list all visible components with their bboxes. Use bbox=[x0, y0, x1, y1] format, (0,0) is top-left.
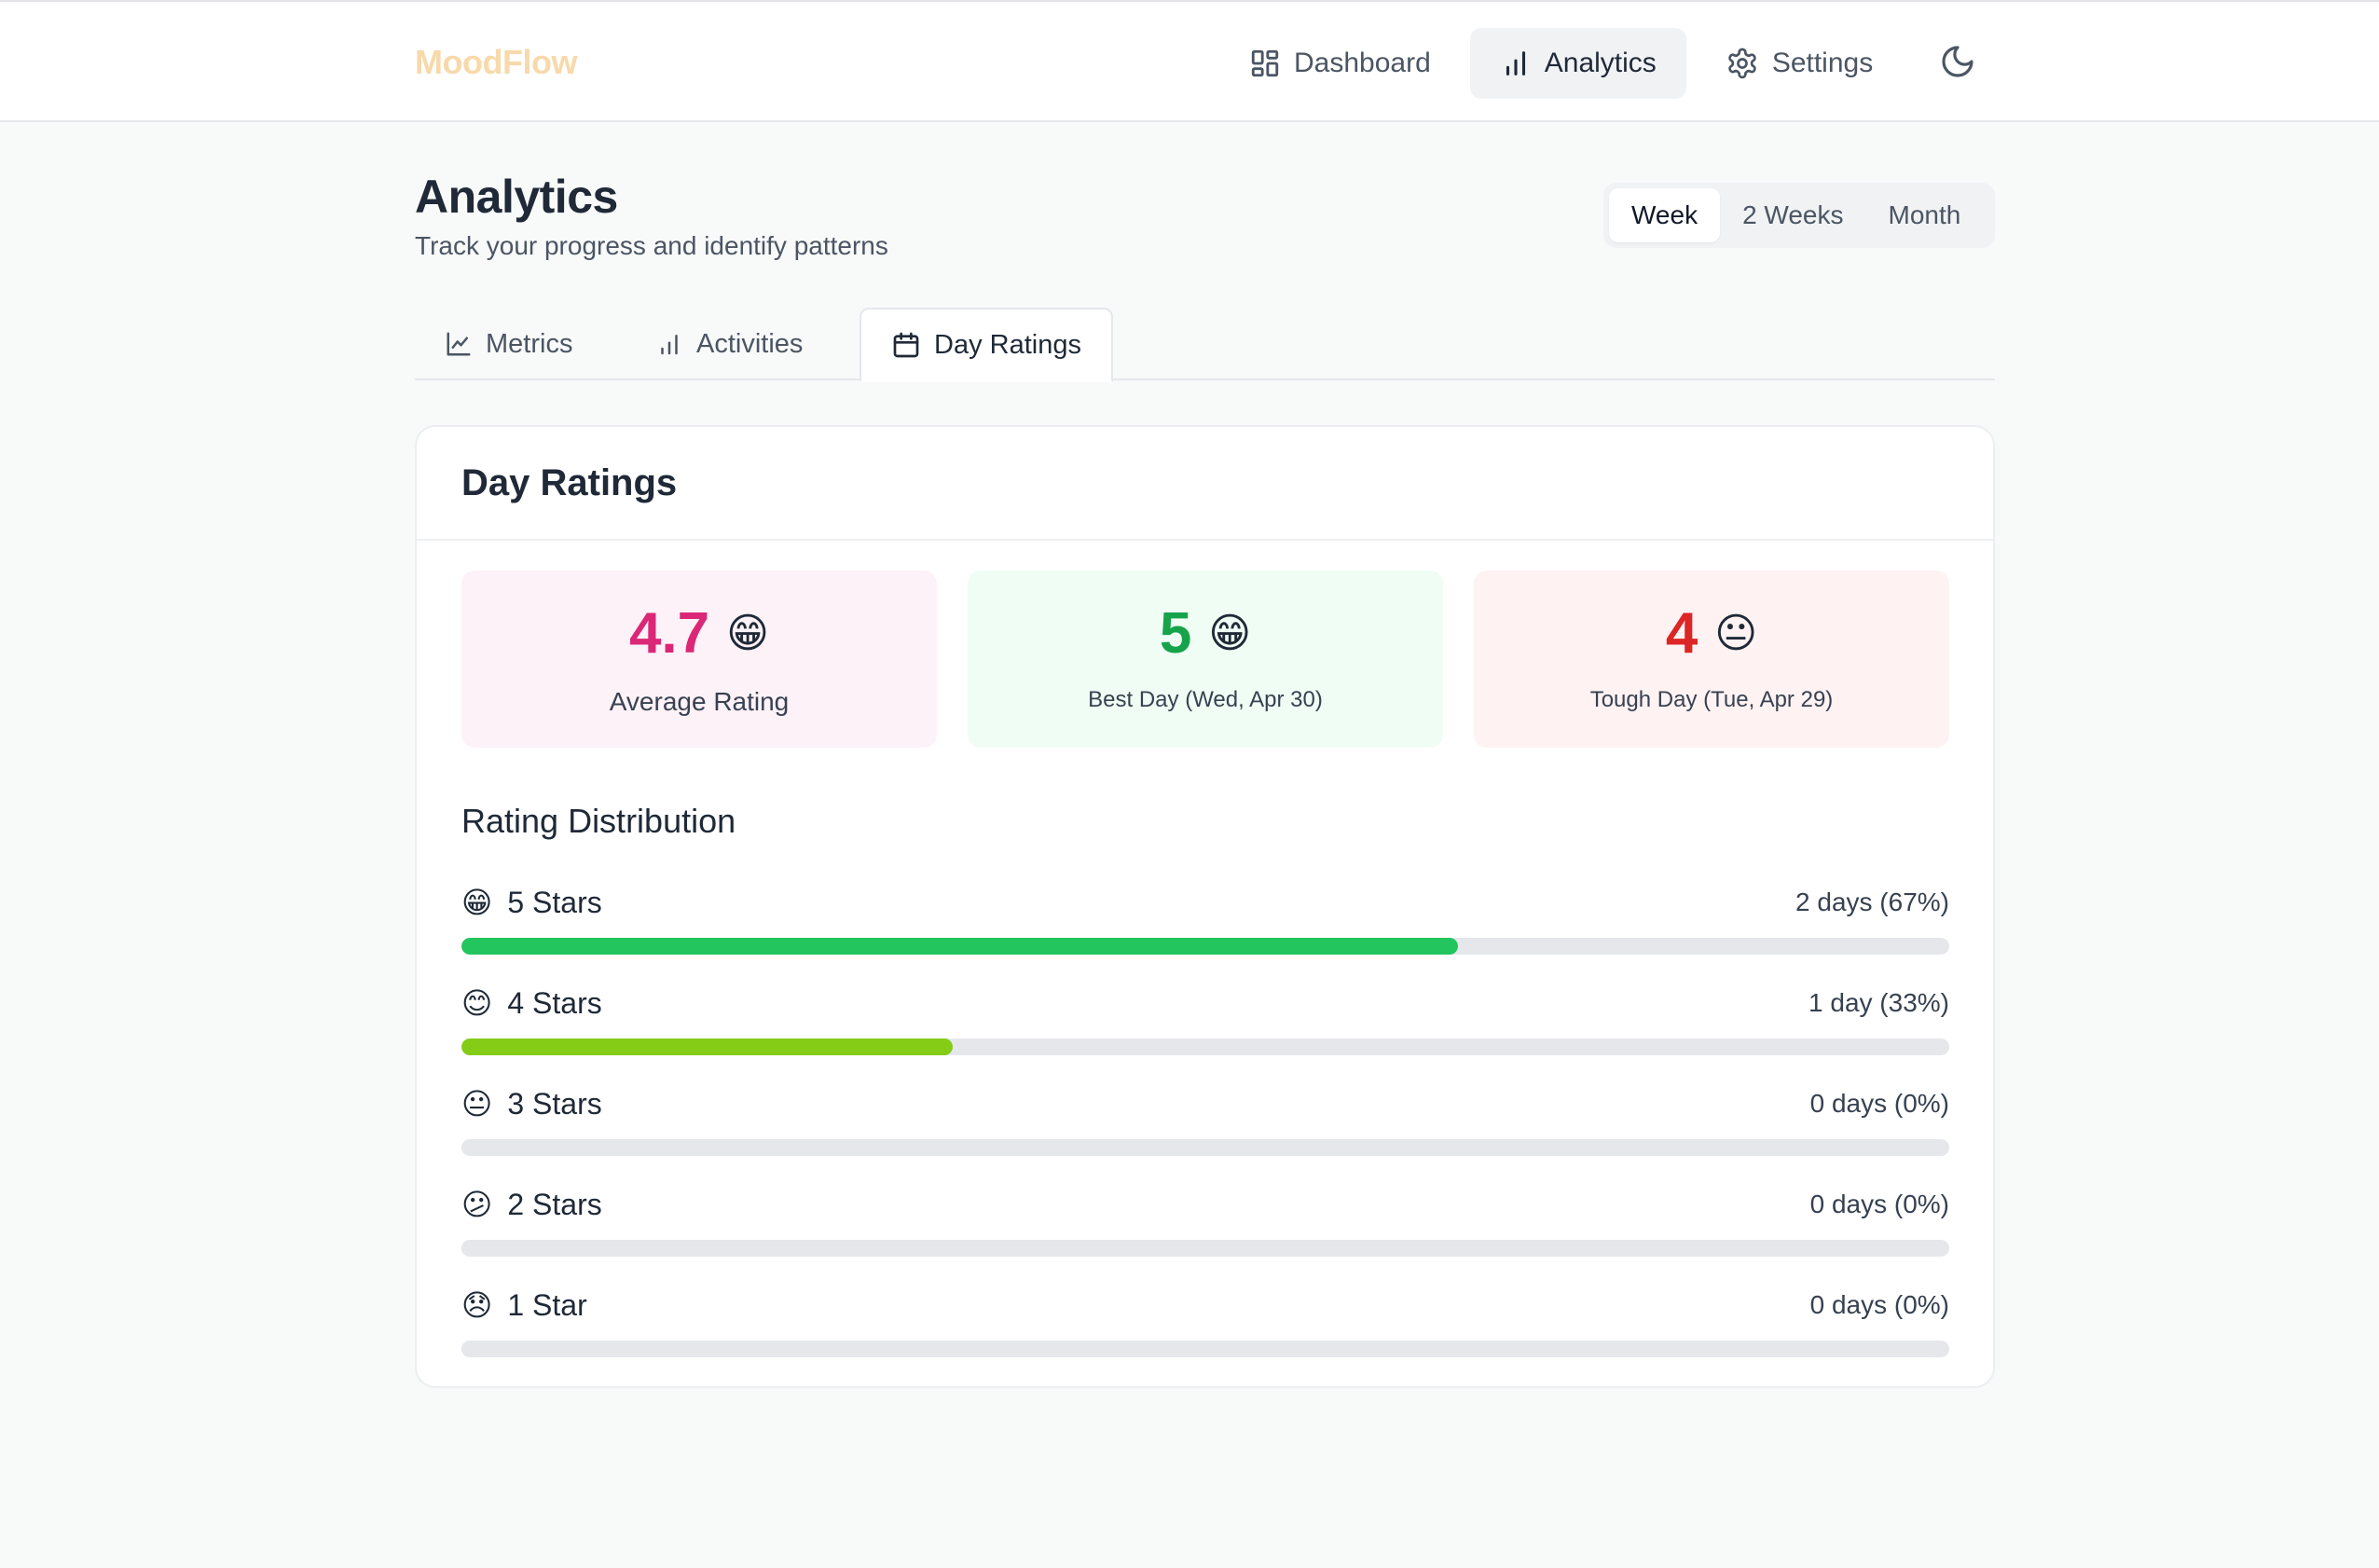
distribution-bar-fill bbox=[461, 938, 1459, 955]
nav-dashboard[interactable]: Dashboard bbox=[1219, 28, 1461, 99]
theme-toggle-button[interactable] bbox=[1939, 43, 1976, 85]
distribution-label: 3 Stars bbox=[507, 1086, 602, 1121]
distribution-count: 0 days (0%) bbox=[1809, 1089, 1949, 1118]
range-2weeks-button[interactable]: 2 Weeks bbox=[1742, 200, 1844, 229]
nav-dashboard-label: Dashboard bbox=[1294, 48, 1431, 78]
distribution-row-1-star: 😞 1 Star 0 days (0%) bbox=[461, 1286, 1949, 1370]
distribution-label: 2 Stars bbox=[507, 1187, 602, 1221]
bar-chart-icon bbox=[661, 335, 678, 355]
confused-emoji-icon: 😕 bbox=[461, 1188, 493, 1221]
distribution-bar-track bbox=[461, 1341, 1949, 1357]
tough-day-value: 4 bbox=[1665, 601, 1698, 666]
average-rating-value: 4.7 bbox=[628, 601, 710, 666]
nav-analytics-label: Analytics bbox=[1544, 48, 1657, 78]
grin-emoji-icon: 😁 bbox=[1208, 611, 1252, 656]
grin-emoji-icon: 😁 bbox=[726, 611, 770, 656]
distribution-label: 1 Star bbox=[507, 1287, 587, 1322]
distribution-row-3-stars: 😐 3 Stars 0 days (0%) bbox=[461, 1085, 1949, 1169]
analytics-tabs: Metrics Activities Day Ratings bbox=[415, 308, 1995, 382]
top-navbar: MoodFlow Dashboard Analytics Settings bbox=[0, 0, 2379, 122]
distribution-label: 4 Stars bbox=[507, 985, 602, 1020]
dashboard-icon bbox=[1251, 49, 1279, 77]
distribution-count: 2 days (67%) bbox=[1795, 887, 1949, 916]
page-title: Analytics bbox=[415, 171, 618, 223]
page-subtitle: Track your progress and identify pattern… bbox=[415, 231, 888, 260]
time-range-toggle: Week 2 Weeks Month bbox=[1603, 183, 1995, 248]
smile-emoji-icon: 😊 bbox=[461, 986, 493, 1020]
best-day-stat: 5 😁 Best Day (Wed, Apr 30) bbox=[968, 571, 1443, 748]
average-rating-stat: 4.7 😁 Average Rating bbox=[461, 571, 937, 748]
distribution-row-5-stars: 😁 5 Stars 2 days (67%) bbox=[461, 884, 1949, 968]
distribution-count: 0 days (0%) bbox=[1809, 1190, 1949, 1218]
distribution-bar-track bbox=[461, 1139, 1949, 1156]
distribution-bar-fill bbox=[461, 1038, 953, 1055]
distribution-bar-track bbox=[461, 1240, 1949, 1257]
distribution-label: 5 Stars bbox=[507, 885, 602, 919]
tab-metrics[interactable]: Metrics bbox=[445, 308, 572, 380]
app-logo[interactable]: MoodFlow bbox=[415, 43, 577, 81]
nav-settings-label: Settings bbox=[1771, 48, 1874, 78]
neutral-emoji-icon: 😐 bbox=[1714, 611, 1758, 656]
line-chart-icon bbox=[447, 332, 471, 356]
distribution-bar-track bbox=[461, 1038, 1949, 1055]
tab-activities[interactable]: Activities bbox=[655, 308, 803, 380]
rating-distribution-title: Rating Distribution bbox=[461, 802, 736, 840]
distribution-row-4-stars: 😊 4 Stars 1 day (33%) bbox=[461, 984, 1949, 1068]
distribution-bar-track bbox=[461, 938, 1949, 955]
day-ratings-card: Day Ratings 4.7 😁 Average Rating 5 😁 Bes… bbox=[415, 425, 1995, 1388]
grin-emoji-icon: 😁 bbox=[461, 886, 493, 919]
disappointed-emoji-icon: 😞 bbox=[461, 1288, 493, 1322]
tab-metrics-label: Metrics bbox=[486, 328, 573, 359]
distribution-row-2-stars: 😕 2 Stars 0 days (0%) bbox=[461, 1186, 1949, 1270]
tab-day-ratings[interactable]: Day Ratings bbox=[859, 308, 1113, 382]
best-day-label: Best Day (Wed, Apr 30) bbox=[1088, 687, 1323, 712]
calendar-icon bbox=[893, 332, 919, 358]
main-nav: Dashboard Analytics Settings bbox=[1219, 28, 1912, 99]
moon-icon bbox=[1942, 46, 1973, 77]
tab-activities-label: Activities bbox=[696, 328, 804, 359]
distribution-count: 0 days (0%) bbox=[1809, 1290, 1949, 1319]
average-rating-label: Average Rating bbox=[609, 687, 790, 716]
divider bbox=[417, 539, 1993, 541]
nav-settings[interactable]: Settings bbox=[1696, 28, 1903, 99]
neutral-emoji-icon: 😐 bbox=[461, 1087, 493, 1121]
range-week-button[interactable]: Week bbox=[1609, 188, 1721, 242]
tough-day-stat: 4 😐 Tough Day (Tue, Apr 29) bbox=[1474, 571, 1949, 748]
gear-icon bbox=[1728, 48, 1756, 79]
tab-day-ratings-label: Day Ratings bbox=[934, 329, 1081, 360]
distribution-count: 1 day (33%) bbox=[1808, 988, 1949, 1017]
best-day-value: 5 bbox=[1159, 601, 1192, 666]
bar-chart-icon bbox=[1506, 51, 1525, 76]
tough-day-label: Tough Day (Tue, Apr 29) bbox=[1589, 687, 1834, 712]
nav-analytics[interactable]: Analytics bbox=[1469, 28, 1686, 99]
card-title: Day Ratings bbox=[461, 462, 678, 503]
range-month-button[interactable]: Month bbox=[1888, 200, 1961, 229]
